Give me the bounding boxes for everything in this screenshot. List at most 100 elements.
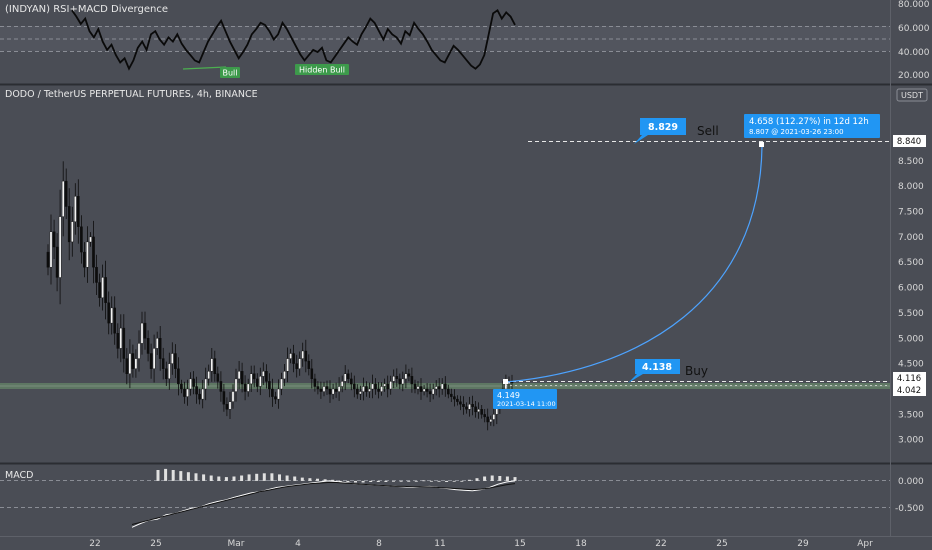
candle-body — [201, 388, 205, 400]
candle-body — [192, 378, 195, 387]
candle-body — [222, 391, 226, 405]
candle-body — [322, 386, 326, 392]
candle-body — [416, 386, 420, 390]
candle-body — [170, 353, 174, 364]
macd-hist-bar — [392, 480, 395, 482]
candle-body — [76, 196, 80, 227]
macd-hist-bar — [429, 480, 433, 482]
candle-body — [389, 381, 393, 390]
macd-hist-bar — [376, 480, 380, 482]
projection-end-marker[interactable] — [759, 142, 764, 147]
macd-hist-bar — [209, 475, 213, 481]
candle-body — [477, 409, 480, 412]
macd-hist-bar — [369, 480, 373, 482]
rsi-line — [71, 8, 516, 71]
candle-body — [410, 376, 414, 385]
candle-body — [419, 386, 423, 392]
candle-body — [407, 373, 411, 377]
candle-body — [371, 383, 374, 390]
candle-body — [213, 358, 217, 375]
price-tag-current-label: 4.042 — [897, 386, 921, 396]
candle-body — [149, 353, 153, 369]
projection-curve[interactable] — [505, 145, 763, 383]
time-tick: 22 — [89, 539, 100, 549]
candle-body — [489, 419, 493, 423]
hidden-bull-badge[interactable] — [295, 64, 349, 75]
macd-hist-bar — [270, 473, 274, 481]
candle-body — [271, 388, 274, 397]
candle-body — [301, 350, 305, 359]
macd-hist-bar — [164, 468, 168, 481]
candle-body — [231, 391, 235, 402]
candle-body — [328, 388, 332, 395]
candle-body — [249, 373, 253, 385]
candle-body — [310, 368, 314, 380]
candle-body — [252, 373, 256, 380]
candle-body — [95, 267, 98, 283]
candle-body — [468, 404, 471, 410]
candle-body — [334, 388, 338, 392]
candle-body — [304, 350, 308, 362]
candle-body — [119, 327, 123, 349]
rsi-line-group — [71, 8, 516, 71]
candle-body — [101, 277, 104, 298]
price-scale-tick: 3.000 — [898, 436, 924, 446]
candle-body — [437, 386, 441, 390]
time-tick: Apr — [857, 539, 873, 549]
candle-body — [204, 378, 208, 390]
price-tag-buy-label: 4.116 — [897, 374, 921, 384]
time-tick: 25 — [716, 539, 727, 549]
candle-body — [58, 216, 62, 278]
sell-callout-box[interactable] — [634, 118, 686, 144]
price-scale-tick: 5.000 — [898, 334, 924, 344]
candle-body — [377, 388, 380, 392]
buy-label: Buy — [685, 364, 708, 378]
candle-body — [401, 378, 405, 385]
macd-hist-bar — [217, 476, 221, 481]
price-scale-tick: 3.500 — [898, 410, 924, 420]
currency-label: USDT — [901, 91, 923, 100]
time-tick: 15 — [514, 539, 525, 549]
projection-info-box[interactable] — [744, 114, 880, 138]
candle-body — [246, 383, 250, 392]
macd-scale-neg-half: -0.500 — [895, 504, 924, 514]
entry-info-box[interactable] — [493, 389, 557, 409]
price-pane[interactable]: DODO / TetherUS PERPETUAL FUTURES, 4h, B… — [0, 88, 928, 446]
candle-body — [346, 373, 350, 380]
macd-hist-bar — [285, 475, 289, 481]
macd-pane-title: MACD — [5, 470, 33, 481]
buy-callout-box[interactable] — [628, 359, 680, 383]
macd-hist-bar — [323, 479, 327, 481]
currency-badge[interactable] — [896, 88, 928, 102]
candle-body — [319, 388, 323, 392]
candle-body — [343, 373, 347, 382]
candle-body — [453, 396, 456, 400]
bull-divergence-line — [182, 66, 227, 70]
candle-body — [207, 371, 211, 380]
macd-pane[interactable]: MACD 0.000 -0.500 — [0, 468, 924, 528]
macd-hist-bar — [240, 475, 244, 481]
time-axis[interactable]: 22 25 Mar 4 8 11 15 18 22 25 29 Apr — [89, 539, 873, 549]
rsi-scale-60: 60.000 — [898, 24, 930, 34]
macd-hist-bar — [278, 474, 281, 481]
bull-badge[interactable] — [220, 67, 240, 78]
rsi-pane[interactable]: (INDYAN) RSI+MACD Divergence Bull Hidden… — [0, 0, 930, 81]
price-tag-sell-label: 8.840 — [897, 137, 921, 147]
candle-body — [444, 383, 447, 390]
candle-body — [116, 333, 120, 349]
macd-hist-bar — [186, 472, 190, 481]
macd-hist-bar — [247, 474, 251, 481]
candle-body — [146, 338, 150, 354]
macd-hist-bar — [316, 478, 319, 481]
candle-body — [474, 406, 477, 413]
candle-body — [422, 388, 426, 392]
candle-body — [183, 388, 186, 397]
candle-body — [447, 388, 450, 395]
macd-hist-bar — [300, 477, 304, 481]
candle-body — [225, 404, 229, 410]
candle-body — [240, 371, 244, 385]
candle-body — [110, 307, 113, 324]
projection-start-marker[interactable] — [503, 379, 508, 384]
candle-body — [368, 388, 371, 392]
candle-body — [83, 251, 86, 268]
